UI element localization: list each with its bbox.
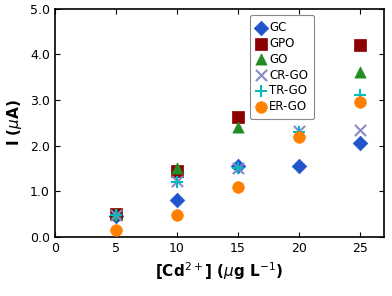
TR-GO [174,180,180,184]
GO [296,86,302,91]
GO [235,125,241,130]
CR-GO [174,179,180,184]
GO [174,165,180,170]
GPO [174,168,180,173]
TR-GO [113,213,119,217]
GC [296,164,302,168]
GPO [113,212,119,216]
GC [174,198,180,203]
GO [113,212,119,216]
TR-GO [296,130,302,134]
ER-GO [174,213,180,217]
CR-GO [235,165,241,170]
GPO [296,64,302,68]
X-axis label: [Cd$^{2+}$] ($\mu$g L$^{-1}$): [Cd$^{2+}$] ($\mu$g L$^{-1}$) [155,260,284,282]
Legend: GC, GPO, GO, CR-GO, TR-GO, ER-GO: GC, GPO, GO, CR-GO, TR-GO, ER-GO [250,15,314,119]
CR-GO [357,127,363,132]
ER-GO [296,134,302,139]
TR-GO [357,93,363,98]
GPO [235,115,241,120]
ER-GO [235,184,241,189]
GC [357,141,363,146]
TR-GO [235,165,241,170]
GC [235,164,241,168]
ER-GO [357,100,363,105]
GPO [357,43,363,48]
GC [113,214,119,219]
CR-GO [113,213,119,217]
GO [357,70,363,74]
CR-GO [296,129,302,133]
Y-axis label: I ($\mu$A): I ($\mu$A) [5,99,24,147]
ER-GO [113,228,119,232]
